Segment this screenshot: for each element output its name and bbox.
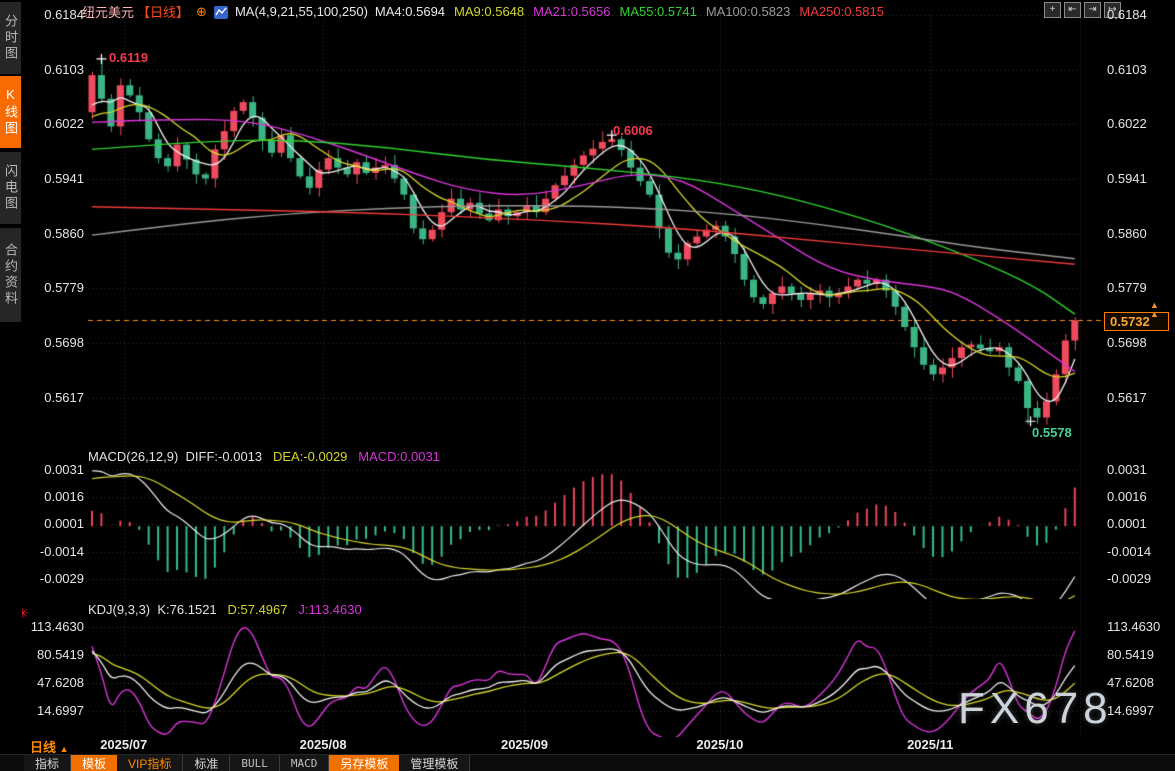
month-label: 2025/09: [500, 737, 548, 752]
current-price-tag: 0.5732: [1104, 312, 1169, 331]
kdj-axis-label-right: 80.5419: [1107, 646, 1154, 662]
month-label: 2025/07: [100, 737, 148, 752]
macd-panel-header: MACD(26,12,9) DIFF:-0.0013 DEA:-0.0029 M…: [88, 449, 440, 464]
main-axis-label-right: 0.5698: [1107, 335, 1147, 351]
chart-style-icon[interactable]: [213, 6, 228, 19]
sidebar-item-K线图[interactable]: K线图: [0, 76, 21, 148]
macd-axis-label-left: 0.0001: [44, 516, 84, 532]
toolbar-tab-BULL[interactable]: BULL: [230, 755, 280, 771]
sidebar: 分时图 K线图闪电图合约资料: [0, 0, 22, 771]
kdj-panel-header: KDJ(9,3,3) K:76.1521 D:57.4967 J:113.463…: [88, 602, 362, 617]
ma-values: MA4:0.5694 MA9:0.5648 MA21:0.5656 MA55:0.57…: [375, 4, 893, 19]
macd-axis-label-left: 0.0016: [44, 489, 84, 505]
macd-axis-label-left: -0.0029: [39, 570, 84, 586]
pane-expand-icon[interactable]: ↦: [1104, 2, 1121, 18]
toolbar-tab-模板[interactable]: 模板: [71, 755, 118, 771]
main-axis-label-left: 0.6103: [44, 61, 84, 77]
month-label: 2025/10: [696, 737, 744, 752]
kdj-j-value: J:113.4630: [298, 602, 362, 617]
sidebar-item-闪电图[interactable]: 闪电图: [0, 152, 21, 224]
macd-axis-label-right: 0.0016: [1107, 489, 1147, 505]
peak-price-annotation: 0.6006: [613, 123, 653, 138]
macd-axis-label-right: 0.0031: [1107, 462, 1147, 477]
main-axis-label-left: 0.6184: [44, 7, 84, 22]
toolbar-tab-另存模板[interactable]: 另存模板: [329, 755, 400, 771]
ma-value: MA100:0.5823: [705, 4, 791, 19]
macd-axis-label-right: -0.0029: [1107, 570, 1152, 586]
price-up-arrow-icon: ▲ ▲: [1150, 300, 1159, 319]
main-axis-label-left: 0.5698: [44, 335, 84, 351]
macd-axis-label-right: -0.0014: [1107, 543, 1152, 559]
ma-value: MA9:0.5648: [454, 4, 525, 19]
main-axis-label-left: 0.5860: [44, 225, 84, 241]
macd-axis-label-right: 0.0001: [1107, 516, 1147, 532]
symbol-name: 纽元美元: [82, 5, 135, 20]
main-axis-label-right: 0.6022: [1107, 116, 1147, 132]
kdj-title: KDJ(9,3,3): [88, 602, 151, 617]
brand-watermark: FX678: [958, 684, 1113, 733]
indicator-settings-icon[interactable]: ✳: [17, 605, 29, 621]
sidebar-item-分时图[interactable]: 分时图: [0, 2, 21, 74]
month-label: 2025/08: [299, 737, 347, 752]
scale-left-icon[interactable]: ⇤: [1064, 2, 1081, 18]
ma-value: MA21:0.5656: [533, 4, 611, 19]
main-axis-label-left: 0.6022: [44, 116, 84, 132]
ma-value: MA250:0.5815: [799, 4, 884, 19]
macd-hist-value: MACD:0.0031: [358, 449, 440, 464]
kdj-axis-label-right: 47.6208: [1107, 674, 1154, 690]
kdj-k-value: K:76.1521: [157, 602, 217, 617]
macd-axis-label-left: 0.0031: [44, 462, 84, 477]
chart-header: 纽元美元 【日线】 ⊕ MA(4,9,21,55,100,250) MA4:0.5…: [82, 2, 893, 21]
main-axis-label-right: 0.5941: [1107, 171, 1147, 187]
month-label: 2025/11: [907, 737, 954, 752]
toolbar-tab-指标[interactable]: 指标: [24, 755, 72, 771]
toolbar-tab-MACD[interactable]: MACD: [279, 755, 330, 771]
high-price-annotation: 0.6119: [109, 50, 149, 65]
main-axis-label-right: 0.6184: [1107, 7, 1147, 22]
toolbar-tab-VIP指标[interactable]: VIP指标: [117, 755, 184, 771]
layout-fit-icon[interactable]: +: [1044, 2, 1061, 18]
period-label: 【日线】: [137, 5, 190, 20]
ma-value: MA55:0.5741: [619, 4, 697, 19]
x-axis-row: 日线 ▲ 2025/07 2025/08 2025/09 2025/10 2025/11: [0, 736, 1175, 755]
ma-params-label: MA(4,9,21,55,100,250): [234, 4, 368, 19]
kdj-axis-label-left: 47.6208: [37, 674, 84, 690]
main-axis-label-left: 0.5617: [44, 389, 84, 405]
macd-title: MACD(26,12,9): [88, 449, 179, 464]
bottom-toolbar: 指标 模板 VIP指标 标准 BULL MACD 另存模板 管理模板: [0, 754, 1175, 771]
main-axis-label-left: 0.5779: [44, 280, 84, 296]
kdj-axis-label-right: 14.6997: [1107, 702, 1154, 718]
sidebar-item-合约资料[interactable]: 合约资料: [0, 228, 21, 322]
scale-right-icon[interactable]: ⇥: [1084, 2, 1101, 18]
kdj-d-value: D:57.4967: [227, 602, 288, 617]
main-axis-label-right: 0.6103: [1107, 61, 1147, 77]
macd-axis-label-left: -0.0014: [39, 543, 84, 559]
kdj-axis-label-left: 113.4630: [30, 619, 84, 634]
main-axis-label-right: 0.5779: [1107, 280, 1147, 296]
chart-window-controls: + ⇤ ⇥ ↦: [1044, 2, 1121, 18]
kdj-axis-label-right: 113.4630: [1107, 619, 1161, 634]
main-axis-label-right: 0.5617: [1107, 389, 1147, 405]
macd-diff-value: DIFF:-0.0013: [185, 449, 263, 464]
main-axis-label-left: 0.5941: [44, 171, 84, 187]
period-dropdown[interactable]: 日线 ▲: [30, 740, 69, 755]
main-axis-label-right: 0.5860: [1107, 225, 1147, 241]
macd-dea-value: DEA:-0.0029: [272, 449, 348, 464]
link-toggle-icon[interactable]: ⊕: [196, 3, 207, 19]
low-price-annotation: 0.5578: [1032, 425, 1072, 440]
toolbar-tab-管理模板[interactable]: 管理模板: [399, 755, 471, 771]
kdj-axis-label-left: 80.5419: [37, 646, 84, 662]
ma-value: MA4:0.5694: [374, 4, 446, 19]
kdj-axis-label-left: 14.6997: [37, 702, 84, 718]
toolbar-tab-标准[interactable]: 标准: [183, 755, 231, 771]
